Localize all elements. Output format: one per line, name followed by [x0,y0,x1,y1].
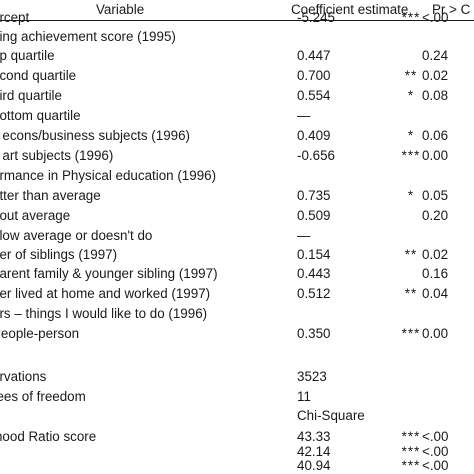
cell-pr: 0.05 [422,188,449,203]
cell-coef: -0.656 [297,148,335,163]
cell-pr: <.00 [422,429,449,444]
cell-coef: 0.700 [297,68,331,83]
table-row: s art subjects (1996) -0.656 *** 0.00 [0,146,474,166]
table-row: Chi-Square [0,406,474,426]
cell-var: ding achievement score (1995) [0,29,176,44]
cell-coef: 3523 [297,369,327,384]
cell-pr: <.00 [422,10,449,25]
table-row: ding achievement score (1995) [0,27,474,47]
cell-sig: * [407,88,415,103]
cell-pr: 0.02 [422,68,449,83]
cell-coef: Chi-Square [297,408,365,423]
cell-var: ervations [0,369,47,384]
table-row: bottom quartile — [0,106,474,126]
cell-coef: 0.154 [297,247,331,262]
cell-var: s art subjects (1996) [0,148,114,163]
cell-var: op quartile [0,48,55,63]
cell-pr: 0.20 [422,208,449,223]
cell-sig: *** [401,10,421,25]
table-row: s econs/business subjects (1996) 0.409 * 0.… [0,126,474,146]
cell-var: rees of freedom [0,389,86,404]
table-row: d40.94***<.00 [0,456,474,474]
table-row: ormance in Physical education (1996) [0,166,474,186]
cell-var: ercept [0,10,30,25]
cell-coef: 0.509 [297,208,331,223]
header-rule [0,20,474,21]
cell-coef: 0.350 [297,326,331,341]
cell-sig: *** [401,429,421,444]
cell-pr: <.00 [422,458,449,473]
table-row: ber of siblings (1997) 0.154 ** 0.02 [0,245,474,265]
table-row: op quartile 0.447 0.24 [0,46,474,66]
cell-coef: — [297,228,311,243]
table-row: ors – things I would like to do (1996) [0,304,474,324]
cell-var: parent family & younger sibling (1997) [0,266,218,281]
cell-coef: 0.735 [297,188,331,203]
cell-sig: *** [401,148,421,163]
table-row: ner lived at home and worked (1997) 0.512… [0,284,474,304]
table-row: hird quartile 0.554 * 0.08 [0,86,474,106]
cell-var: bout average [0,208,71,223]
cell-coef: 0.554 [297,88,331,103]
table-row: elow average or doesn't do — [0,226,474,246]
cell-var: hird quartile [0,88,62,103]
table-row: econd quartile 0.700 ** 0.02 [0,66,474,86]
cell-var: ormance in Physical education (1996) [0,168,217,183]
cell-var: ihood Ratio score [0,429,97,444]
table-row: etter than average 0.735 * 0.05 [0,186,474,206]
cell-coef: 0.443 [297,266,331,281]
table-row [0,348,474,368]
cell-coef: 42.14 [297,444,331,459]
cell-var: ors – things I would like to do (1996) [0,306,208,321]
cell-pr: 0.08 [422,88,449,103]
cell-coef: 11 [297,389,311,404]
cell-pr: <.00 [422,444,449,459]
cell-sig: ** [404,286,418,301]
cell-sig: ** [404,68,418,83]
cell-var: econd quartile [0,68,77,83]
cell-coef: -5.245 [297,10,335,25]
cell-sig: *** [401,326,421,341]
cell-pr: 0.02 [422,247,449,262]
table-row: People-person 0.350 *** 0.00 [0,324,474,344]
table-row: ercept -5.245 ***<.00 [0,8,474,28]
cell-sig: ** [404,247,418,262]
cell-coef: 43.33 [297,429,331,444]
table-row: ihood Ratio score 43.33 *** <.00 [0,427,474,447]
table-row: parent family & younger sibling (1997) 0.… [0,264,474,284]
cell-var: bottom quartile [0,108,81,123]
table-row: rees of freedom 11 [0,387,474,407]
cell-sig: *** [401,458,421,473]
cell-coef: 0.512 [297,286,331,301]
cell-coef: 40.94 [297,458,331,473]
table-row: bout average 0.509 0.20 [0,206,474,226]
cell-pr: 0.24 [422,48,449,63]
cell-sig: *** [401,444,421,459]
header-pr: Pr > C [432,2,471,17]
cell-pr: 0.06 [422,128,449,143]
cell-pr: 0.16 [422,266,449,281]
cell-var: etter than average [0,188,101,203]
cell-sig: * [407,128,415,143]
table-row: e42.14***<.00 [0,442,474,462]
cell-sig: * [407,188,415,203]
cell-var: s econs/business subjects (1996) [0,128,190,143]
cell-var: People-person [0,326,80,341]
cell-pr: 0.04 [422,286,449,301]
cell-pr: 0.00 [422,326,449,341]
cell-coef: — [297,108,311,123]
cell-pr: 0.00 [422,148,449,163]
cell-var: ber of siblings (1997) [0,247,118,262]
header-variable: Variable [96,2,145,17]
header-coefficient: Coefficient estimate [291,2,409,17]
cell-var: elow average or doesn't do [0,228,153,243]
cell-coef: 0.447 [297,48,331,63]
table-header: Variable Coefficient estimate Pr > C [0,0,474,22]
cell-coef: 0.409 [297,128,331,143]
cell-var: ner lived at home and worked (1997) [0,286,211,301]
table-row: ervations 3523 [0,367,474,387]
